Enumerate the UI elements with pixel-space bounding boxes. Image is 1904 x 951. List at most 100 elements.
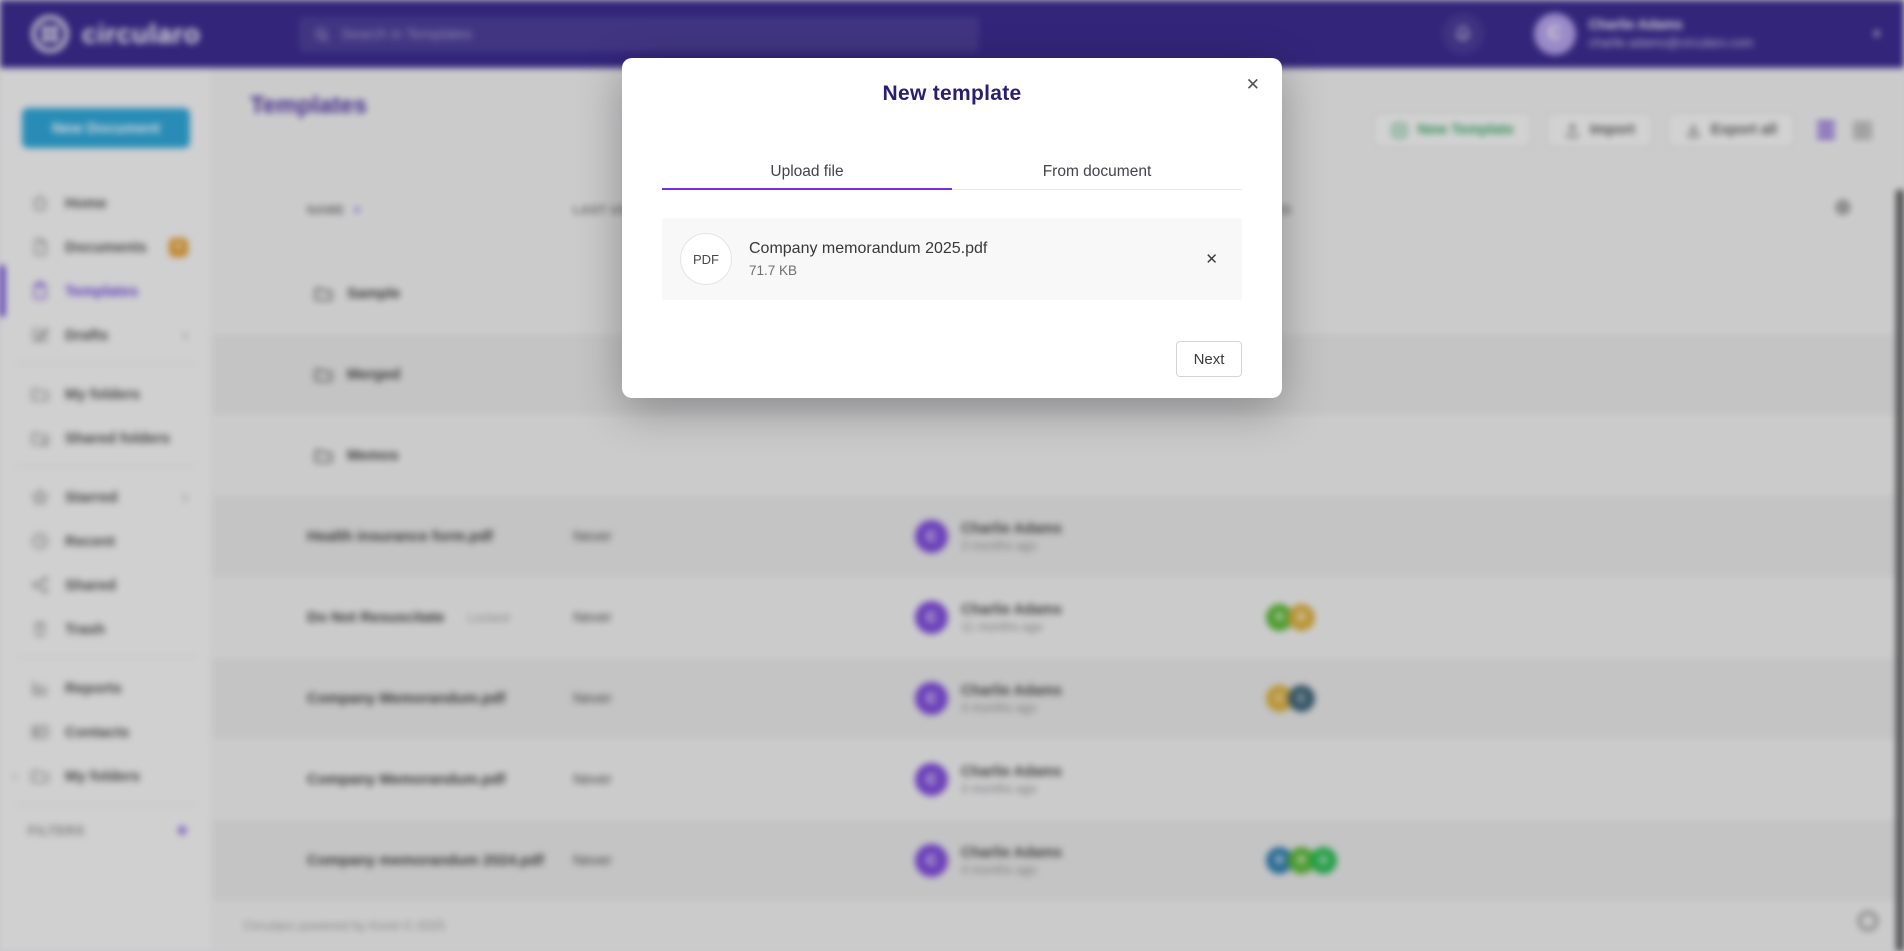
avatar[interactable]: C <box>1533 13 1576 55</box>
last-used-value: Never <box>573 528 612 545</box>
sidebar-item-drafts[interactable]: Drafts › <box>0 313 212 357</box>
modified-time: 3 months ago <box>961 538 1037 553</box>
new-template-label: New Template <box>1417 122 1514 138</box>
sidebar-item-home[interactable]: Home <box>0 181 212 225</box>
topbar: circularo Search in Templates C <box>0 0 1904 68</box>
home-icon <box>30 193 50 213</box>
trash-icon <box>30 619 50 639</box>
notifications-button[interactable] <box>1441 13 1484 55</box>
last-used-value: Never <box>573 771 612 788</box>
sidebar-item-label: Drafts <box>65 326 109 344</box>
template-icon <box>30 281 50 301</box>
tab-from-document[interactable]: From document <box>1042 162 1152 180</box>
row-name: Company Memorandum.pdf <box>307 771 506 788</box>
divider <box>16 804 196 805</box>
search-icon <box>313 26 331 44</box>
modified-time: 11 months ago <box>961 619 1043 634</box>
add-filter-button[interactable]: + <box>176 819 188 842</box>
sidebar-item-label: Templates <box>65 282 139 300</box>
list-view-icon[interactable] <box>1817 121 1835 139</box>
sidebar-item-trash[interactable]: Trash <box>0 607 212 651</box>
table-row[interactable]: Company memorandum 2024.pdf Never C Char… <box>213 820 1904 901</box>
table-row[interactable]: Company Memorandum.pdf Never C Charlie A… <box>213 658 1904 739</box>
avatar: C <box>915 844 948 877</box>
sidebar-item-templates[interactable]: Templates <box>0 265 212 317</box>
search-input[interactable]: Search in Templates <box>299 17 979 52</box>
table-row[interactable]: Company Memorandum.pdf Never C Charlie A… <box>213 739 1904 820</box>
clock-icon <box>30 531 50 551</box>
modified-time: 4 months ago <box>961 700 1037 715</box>
row-name: Merged <box>347 366 401 383</box>
footer-note: Circularo powered by Korei © 2025 <box>243 918 446 933</box>
role-badge: G <box>1310 847 1337 874</box>
divider <box>16 466 196 467</box>
sidebar-item-shared[interactable]: Shared <box>0 563 212 607</box>
role-badge: C <box>1288 685 1315 712</box>
sidebar-nav: Home Documents 8 Templates Dra <box>0 181 212 805</box>
table-row[interactable]: Memos <box>213 415 1904 496</box>
sidebar-item-label: Shared <box>65 576 116 594</box>
table-row[interactable]: Sample <box>213 253 1904 334</box>
table-row[interactable]: Do Not Resuscitate Locked Never C Charli… <box>213 577 1904 658</box>
tree-expand-icon[interactable]: › <box>13 769 17 783</box>
modified-time: 4 months ago <box>961 781 1037 796</box>
role-badges: R R <box>1266 577 1315 658</box>
locked-tag: Locked <box>467 610 510 625</box>
sidebar-item-label: Documents <box>65 238 147 256</box>
export-all-button[interactable]: Export all <box>1666 112 1795 148</box>
column-header-name[interactable]: NAME ▼ <box>307 203 363 217</box>
role-badges: R R G <box>1266 820 1337 901</box>
sort-caret-icon: ▼ <box>352 205 363 215</box>
next-button[interactable]: Next <box>1176 341 1242 377</box>
sidebar-item-label: My folders <box>65 385 141 403</box>
table-row[interactable]: Merged <box>213 334 1904 415</box>
divider <box>16 657 196 658</box>
sidebar-item-label: Reports <box>65 679 122 697</box>
sidebar-item-label: Recent <box>65 532 116 550</box>
sidebar-item-my-folders-tree[interactable]: › My folders <box>0 754 212 798</box>
import-label: Import <box>1589 122 1635 138</box>
owner-name: Charlie Adams <box>961 682 1062 699</box>
sidebar-item-recent[interactable]: Recent <box>0 519 212 563</box>
help-widget-icon[interactable] <box>1858 911 1878 931</box>
topbar-right: C Charlie Adams charlie.adams@circularo.… <box>1441 0 1880 68</box>
pdf-badge: PDF <box>680 233 732 285</box>
folder-icon <box>313 445 334 466</box>
new-document-button[interactable]: New Document <box>22 108 190 148</box>
avatar: C <box>915 763 948 796</box>
sidebar-item-contacts[interactable]: Contacts <box>0 710 212 754</box>
gear-icon[interactable]: ⚙ <box>1834 198 1852 219</box>
row-name: Company Memorandum.pdf <box>307 690 506 707</box>
sidebar-item-shared-folders[interactable]: Shared folders <box>0 416 212 460</box>
chevron-down-icon[interactable]: ▾ <box>1873 26 1880 41</box>
filters-label: FILTERS <box>28 824 85 838</box>
sidebar-item-label: Shared folders <box>65 429 171 447</box>
modified-time: 4 months ago <box>961 862 1037 877</box>
new-template-button[interactable]: New Template <box>1373 112 1532 148</box>
page-actions: New Template Import Export all <box>1373 112 1872 148</box>
grid-view-icon[interactable] <box>1853 121 1872 140</box>
bell-icon <box>1453 24 1473 44</box>
sidebar-item-reports[interactable]: Reports <box>0 666 212 710</box>
owner-name: Charlie Adams <box>961 844 1062 861</box>
sidebar-item-starred[interactable]: Starred › <box>0 475 212 519</box>
owner-name: Charlie Adams <box>961 763 1062 780</box>
modal-title: New template <box>882 82 1022 105</box>
scrollbar[interactable] <box>1896 190 1904 951</box>
user-email: charlie.adams@circularo.com <box>1588 35 1754 50</box>
import-button[interactable]: Import <box>1545 112 1653 148</box>
sidebar-item-my-folders[interactable]: My folders <box>0 372 212 416</box>
tab-upload-file[interactable]: Upload file <box>662 154 952 190</box>
close-icon[interactable]: ✕ <box>1245 75 1260 94</box>
table-row[interactable]: Health insurance form.pdf Never C Charli… <box>213 496 1904 577</box>
remove-file-icon[interactable]: ✕ <box>1205 251 1218 268</box>
file-size: 71.7 KB <box>749 263 798 278</box>
template-list: Sample Merged Memos <box>213 253 1904 901</box>
shared-folder-icon <box>30 428 50 448</box>
folder-icon <box>313 283 334 304</box>
user-meta[interactable]: Charlie Adams charlie.adams@circularo.co… <box>1589 16 1754 51</box>
sidebar-item-documents[interactable]: Documents 8 <box>0 225 212 269</box>
filters-section: FILTERS + <box>0 815 212 847</box>
brand[interactable]: circularo <box>30 14 201 54</box>
owner-name: Charlie Adams <box>961 520 1062 537</box>
